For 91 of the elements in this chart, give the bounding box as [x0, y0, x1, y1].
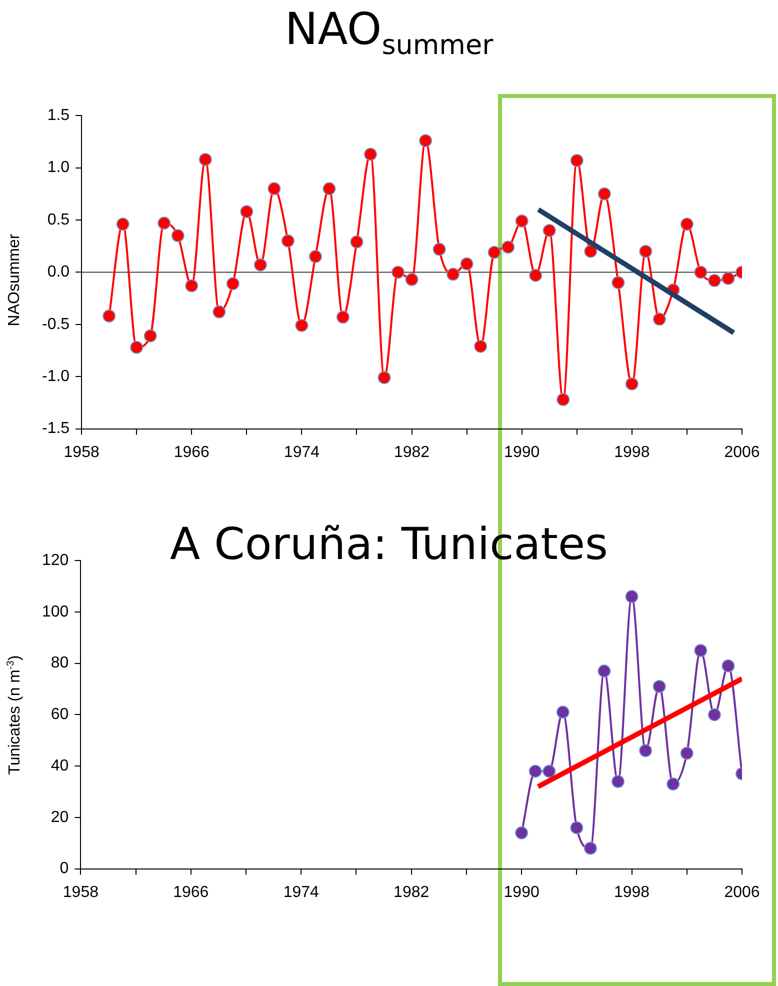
chart-title: NAO$_{summer}$: [284, 3, 494, 63]
point: [185, 279, 198, 292]
x-tick-label: 1958: [62, 884, 99, 901]
point: [102, 310, 116, 323]
x-tick-label: 2006: [724, 444, 760, 461]
point: [708, 708, 721, 722]
point: [694, 266, 708, 279]
point: [556, 393, 570, 406]
point: [268, 182, 281, 196]
x-tick-label: 1966: [174, 444, 210, 461]
point: [584, 842, 597, 855]
point: [502, 240, 515, 254]
point: [515, 214, 528, 228]
point: [158, 216, 171, 230]
point: [405, 273, 418, 286]
y-tick-label: 40: [50, 757, 69, 774]
x-tick-label: 1982: [394, 884, 430, 901]
point: [528, 764, 542, 778]
point: [392, 266, 405, 279]
point: [322, 182, 336, 196]
point: [612, 276, 625, 290]
x-tick-label: 1998: [614, 884, 650, 901]
point: [584, 244, 598, 258]
point: [254, 258, 267, 272]
point: [542, 224, 556, 237]
point: [529, 268, 542, 282]
point: [639, 244, 652, 258]
point: [432, 242, 446, 256]
point: [515, 826, 528, 840]
point: [116, 218, 130, 231]
point: [639, 744, 652, 758]
y-tick-label: 60: [50, 706, 69, 724]
point: [556, 706, 570, 719]
y-tick-label: 0: [60, 860, 69, 878]
point: [488, 246, 501, 259]
point: [130, 340, 144, 354]
x-tick-label: 1990: [504, 444, 540, 461]
point: [625, 590, 638, 604]
x-tick-label: 1966: [173, 884, 209, 901]
point: [144, 329, 157, 342]
x-tick-label: 1974: [283, 884, 320, 901]
point: [694, 644, 708, 657]
point: [308, 250, 322, 264]
x-tick-label: 1982: [394, 444, 430, 461]
point: [680, 746, 694, 760]
point: [722, 659, 735, 672]
point: [364, 148, 378, 161]
y-tick-label: 1.0: [47, 159, 70, 176]
x-tick-label: 2006: [724, 884, 760, 901]
point: [212, 305, 226, 318]
y-tick-label: 20: [50, 808, 69, 826]
point: [652, 312, 666, 326]
point: [226, 277, 240, 290]
point: [474, 340, 488, 353]
point: [198, 152, 212, 166]
y-tick-label: 0.0: [47, 264, 70, 281]
point: [171, 229, 184, 242]
point: [542, 764, 556, 778]
y-tick-label: -0.5: [42, 316, 70, 333]
point: [708, 274, 721, 288]
x-tick-label: 1998: [614, 444, 650, 461]
x-tick-label: 1974: [284, 444, 320, 461]
point: [680, 218, 694, 231]
point: [295, 318, 308, 332]
point: [350, 235, 364, 248]
y-tick-label: -1.5: [42, 420, 70, 438]
point: [378, 371, 391, 384]
point: [666, 778, 680, 791]
point: [598, 664, 611, 678]
point: [598, 187, 611, 200]
point: [281, 234, 294, 248]
y-tick-label: 100: [42, 603, 69, 620]
x-tick-label: 1990: [504, 884, 540, 901]
point: [336, 310, 350, 324]
point: [570, 154, 584, 167]
y-tick-label: 120: [42, 552, 69, 570]
point: [240, 205, 254, 218]
x-tick-label: 1958: [64, 444, 100, 461]
point: [460, 257, 474, 270]
point: [570, 821, 584, 834]
point: [612, 774, 625, 788]
y-tick-label: 0.5: [47, 211, 70, 228]
point: [446, 268, 460, 281]
point: [419, 134, 432, 148]
y-axis-title: NAOsummer: [6, 234, 24, 326]
y-tick-label: -1.0: [42, 368, 70, 386]
y-tick-label: 1.5: [47, 107, 70, 124]
point: [652, 680, 666, 693]
point: [625, 377, 638, 390]
y-tick-label: 80: [50, 654, 69, 672]
point: [722, 272, 735, 285]
